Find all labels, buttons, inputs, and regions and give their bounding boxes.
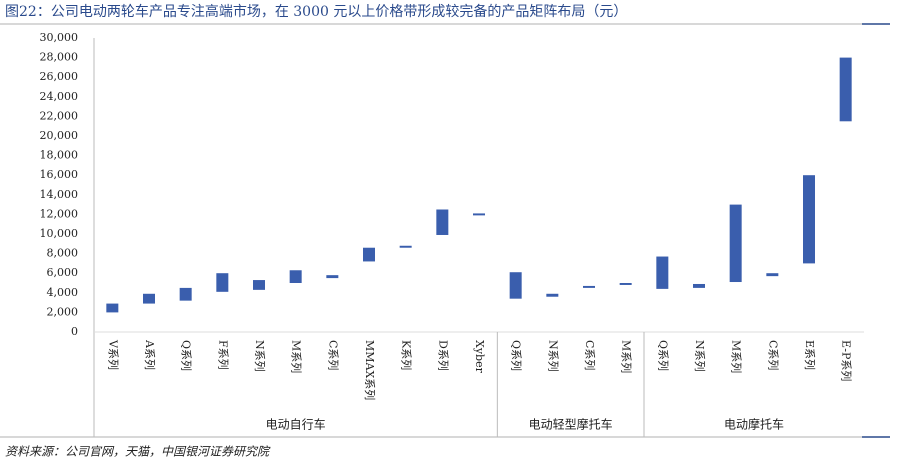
x-tick-label: A系列 (143, 339, 157, 370)
x-tick-label: Q系列 (656, 340, 670, 371)
x-tick-label: Q系列 (180, 340, 194, 371)
y-tick-label: 10,000 (40, 227, 79, 240)
range-bar (546, 293, 559, 297)
range-bar (473, 213, 485, 216)
y-tick-label: 16,000 (40, 168, 79, 181)
range-bar (326, 275, 339, 279)
x-tick-label: K系列 (400, 340, 414, 370)
y-tick-label: 8,000 (47, 247, 79, 260)
x-tick-label: C系列 (326, 340, 340, 370)
group-label: 电动摩托车 (724, 417, 784, 432)
range-bar (289, 270, 302, 283)
y-tick-label: 0 (71, 325, 78, 338)
range-bar (509, 272, 522, 299)
range-bar (143, 293, 155, 304)
range-bar (583, 285, 595, 288)
range-bar (656, 256, 669, 289)
range-bar (106, 303, 119, 313)
x-tick-label: N系列 (693, 340, 707, 372)
x-tick-label: M系列 (730, 340, 744, 373)
y-tick-label: 12,000 (40, 207, 79, 220)
group-label: 电动轻型摩托车 (529, 417, 613, 432)
y-tick-label: 4,000 (47, 286, 79, 299)
range-bar (399, 245, 412, 248)
range-bar (693, 283, 705, 288)
y-tick-label: 2,000 (47, 305, 79, 318)
source-note: 资料来源：公司官网，天猫，中国银河证券研究院 (5, 445, 271, 459)
range-bar (253, 280, 265, 290)
range-bar (803, 175, 815, 264)
range-bar (619, 283, 632, 285)
x-tick-label: M系列 (620, 340, 634, 373)
x-tick-label: Q系列 (510, 340, 524, 371)
chart-title: 图22：公司电动两轮车产品专注高端市场，在 3000 元以上价格带形成较完备的产… (5, 3, 627, 20)
y-tick-label: 30,000 (40, 31, 79, 44)
x-tick-label: N系列 (546, 340, 560, 372)
y-tick-label: 18,000 (40, 149, 79, 162)
y-tick-label: 28,000 (40, 51, 79, 64)
x-tick-label: D系列 (436, 340, 450, 371)
x-tick-label: C系列 (766, 340, 780, 370)
range-bar (839, 57, 852, 122)
x-tick-label: C系列 (583, 340, 597, 370)
x-tick-label: F系列 (216, 340, 230, 370)
x-tick-label: V系列 (106, 339, 120, 370)
x-tick-label: E-P系列 (840, 340, 854, 381)
y-tick-label: 22,000 (40, 109, 79, 122)
y-tick-label: 26,000 (40, 70, 79, 83)
range-bar (766, 273, 779, 277)
range-bar (436, 209, 449, 235)
y-tick-label: 20,000 (40, 129, 79, 142)
y-tick-label: 24,000 (40, 90, 79, 103)
x-tick-label: E系列 (803, 340, 817, 370)
range-bar (216, 273, 229, 292)
range-bar (179, 287, 192, 301)
y-tick-label: 6,000 (47, 266, 79, 279)
range-bar (729, 204, 742, 283)
x-tick-label: N系列 (253, 340, 267, 372)
x-tick-label: Xyber (473, 340, 486, 374)
group-label: 电动自行车 (266, 417, 326, 432)
range-bar (363, 247, 375, 262)
x-tick-label: MMAX系列 (363, 340, 377, 400)
x-tick-label: M系列 (290, 340, 304, 373)
y-tick-label: 14,000 (40, 188, 79, 201)
